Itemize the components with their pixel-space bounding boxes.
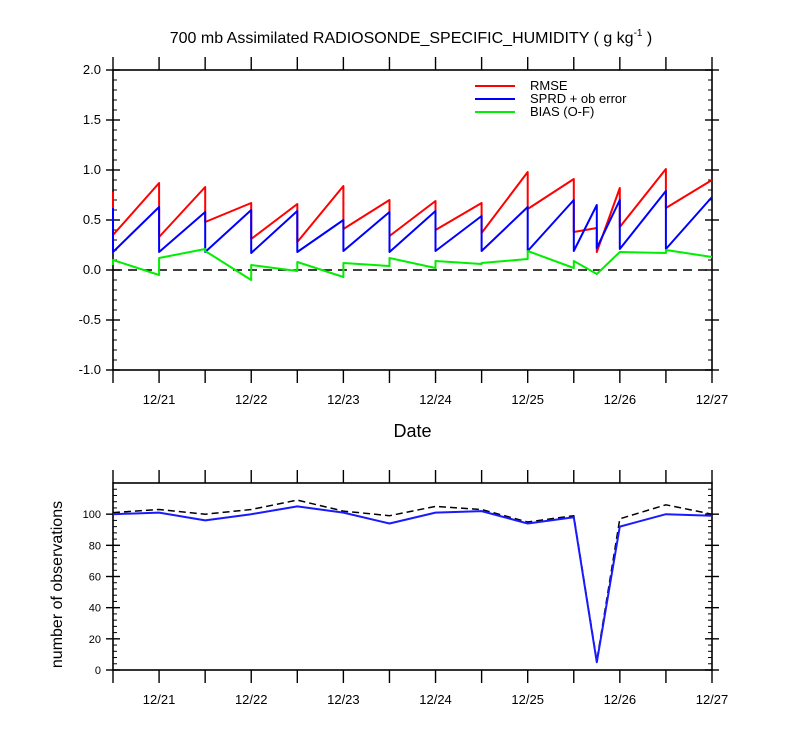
x-tick-label: 12/21 (143, 392, 176, 407)
x-tick-label: 12/25 (511, 392, 544, 407)
series-line-assimilated-observations (112, 505, 713, 664)
observation-count-chart: 12/21 12/22 12/23 12/24 12/25 12/26 12/27 0 20 40… (49, 470, 728, 707)
legend-label: RMSE (530, 78, 568, 93)
y-tick-label: 1.0 (83, 162, 101, 177)
y-tick-label: 0.0 (83, 262, 101, 277)
x-tick-label: 12/26 (604, 692, 637, 707)
rmse-spread-bias-chart: 12/21 12/22 12/23 12/24 12/25 12/26 12/27 -1.0 -… (79, 57, 729, 441)
y-tick-label: 80 (89, 540, 101, 552)
series-line-bias-o-f (112, 248, 713, 281)
series-line-rmse (112, 168, 713, 253)
y-axis-label: number of observations (49, 501, 66, 668)
x-tick-label: 12/24 (419, 392, 452, 407)
y-tick-label: 0 (95, 665, 101, 677)
y-tick-label: -1.0 (79, 362, 101, 377)
x-tick-label: 12/27 (696, 392, 729, 407)
y-tick-label: 0.5 (83, 212, 101, 227)
plot-frame (112, 69, 713, 371)
y-tick-label: 20 (89, 634, 101, 646)
x-tick-label: 12/23 (327, 392, 360, 407)
x-tick-label: 12/27 (696, 692, 729, 707)
chart-title-superscript: -1 (634, 28, 643, 39)
y-tick-label: 40 (89, 603, 101, 615)
chart-title-close: ) (642, 30, 652, 47)
x-tick-label: 12/26 (604, 392, 637, 407)
x-tick-label: 12/22 (235, 392, 268, 407)
chart-title-main: 700 mb Assimilated RADIOSONDE_SPECIFIC_H… (170, 30, 634, 47)
x-tick-label: 12/22 (235, 692, 268, 707)
y-tick-label: 100 (83, 509, 101, 521)
y-tick-label: -0.5 (79, 312, 101, 327)
series-line-sprd-ob-error (112, 190, 713, 254)
legend-label: BIAS (O-F) (530, 104, 594, 119)
chart-title: 700 mb Assimilated RADIOSONDE_SPECIFIC_H… (170, 28, 653, 47)
y-tick-label: 1.5 (83, 112, 101, 127)
legend-label: SPRD + ob error (530, 91, 627, 106)
x-tick-label: 12/24 (419, 692, 452, 707)
x-tick-label: 12/23 (327, 692, 360, 707)
x-axis-label: Date (393, 421, 431, 441)
x-tick-label: 12/21 (143, 692, 176, 707)
series-line-possible-observations (112, 499, 713, 662)
x-tick-label: 12/25 (511, 692, 544, 707)
y-tick-label: 60 (89, 572, 101, 584)
y-tick-label: 2.0 (83, 62, 101, 77)
